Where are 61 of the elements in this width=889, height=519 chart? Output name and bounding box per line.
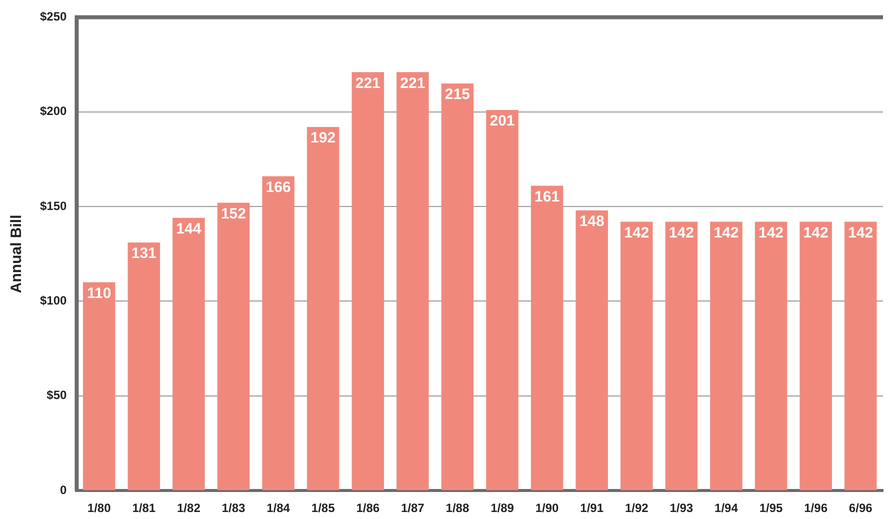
y-tick-label: $200 [40,104,68,118]
data-label: 221 [400,74,426,92]
bar [620,222,653,490]
y-tick-label: $100 [40,294,68,308]
bar [710,222,742,490]
data-label: 142 [624,224,650,242]
data-label: 131 [131,245,156,262]
x-tick-label: 6/96 [848,501,873,516]
x-tick-label: 1/87 [400,501,425,516]
x-tick-label: 1/88 [446,501,470,516]
bar [754,222,788,490]
bar [217,202,250,490]
y-tick-label: $250 [40,10,68,24]
bar [128,242,160,490]
data-label: 142 [758,224,784,242]
x-tick-label: 1/90 [535,501,560,516]
bar [576,210,608,490]
x-tick-label: 1/92 [624,501,649,516]
y-tick-label: 0 [60,482,68,497]
bar [306,127,340,490]
data-label: 192 [310,130,336,147]
data-label: 161 [534,188,560,206]
x-tick-label: 1/91 [580,501,604,516]
bar [82,282,116,490]
y-axis-title: Annual Bill [8,214,26,294]
bar [441,83,474,490]
x-tick-label: 1/93 [670,501,694,516]
x-tick-label: 1/94 [714,501,738,516]
x-tick-label: 1/89 [490,501,514,516]
data-label: 144 [176,220,202,238]
data-label: 201 [490,112,515,130]
bar [352,72,384,490]
bar [844,222,877,490]
x-tick-label: 1/86 [356,501,380,516]
data-label: 148 [579,212,604,230]
data-label: 110 [86,284,112,302]
data-label: 152 [220,205,246,222]
x-tick-label: 1/83 [222,501,246,516]
bar [172,218,205,490]
data-label: 166 [266,178,291,196]
data-label: 142 [668,224,694,242]
x-tick-label: 1/85 [311,501,336,516]
data-label: 215 [444,86,470,104]
bar [530,186,564,490]
data-label: 221 [355,74,380,92]
bar [486,110,518,490]
x-tick-label: 1/96 [804,501,828,516]
x-tick-label: 1/84 [266,501,290,516]
bar [800,222,832,490]
data-label: 142 [803,224,828,242]
y-tick-label: $50 [46,388,68,402]
x-tick-label: 1/82 [177,501,201,516]
data-label: 142 [848,224,874,242]
bar [396,72,429,490]
bar [262,176,294,490]
data-label: 142 [714,224,739,242]
bar [665,222,698,490]
x-tick-label: 1/80 [87,501,112,516]
x-tick-label: 1/95 [759,501,784,516]
x-tick-label: 1/81 [132,501,156,516]
y-tick-label: $150 [40,198,68,213]
